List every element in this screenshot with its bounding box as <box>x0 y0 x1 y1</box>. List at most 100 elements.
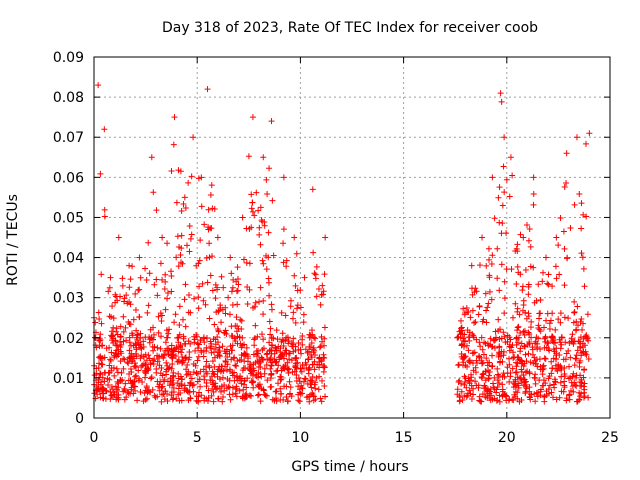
data-point <box>223 348 230 355</box>
data-point <box>212 295 219 302</box>
data-point <box>571 308 578 315</box>
data-point <box>207 191 214 198</box>
data-point <box>575 322 582 329</box>
data-point <box>500 329 507 336</box>
data-point <box>114 297 121 304</box>
data-point <box>321 271 328 278</box>
data-point <box>111 372 118 379</box>
data-point <box>557 214 564 221</box>
data-point <box>159 391 166 398</box>
data-point <box>117 344 124 351</box>
data-point <box>203 254 210 261</box>
y-tick-label: 0 <box>75 411 84 427</box>
data-point <box>576 359 583 366</box>
data-point <box>132 290 139 297</box>
data-point <box>551 384 558 391</box>
data-point <box>528 318 535 325</box>
data-point <box>260 311 267 318</box>
data-point <box>188 173 195 180</box>
data-point <box>185 370 192 377</box>
data-point <box>576 397 583 404</box>
data-point <box>243 259 250 266</box>
data-point <box>545 281 552 288</box>
data-point <box>140 343 147 350</box>
data-point <box>278 376 285 383</box>
data-point <box>509 172 516 179</box>
data-point <box>202 301 209 308</box>
data-point <box>534 363 541 370</box>
data-point <box>290 335 297 342</box>
data-point <box>142 265 149 272</box>
data-point <box>299 385 306 392</box>
data-point <box>491 344 498 351</box>
data-point <box>478 374 485 381</box>
data-point-peak <box>530 174 537 181</box>
data-point <box>484 394 491 401</box>
data-point <box>553 275 560 282</box>
data-point <box>120 338 127 345</box>
data-point <box>241 350 248 357</box>
data-point <box>155 313 162 320</box>
data-point <box>133 346 140 353</box>
data-point <box>513 359 520 366</box>
data-point <box>177 251 184 258</box>
data-point <box>541 324 548 331</box>
data-point <box>158 384 165 391</box>
data-point <box>496 392 503 399</box>
data-point <box>300 311 307 318</box>
data-point <box>147 375 154 382</box>
data-point <box>519 307 526 314</box>
data-point <box>126 299 133 306</box>
data-point <box>581 380 588 387</box>
data-point <box>155 329 162 336</box>
data-point <box>297 304 304 311</box>
data-point <box>498 230 505 237</box>
data-point <box>522 383 529 390</box>
data-point <box>458 342 465 349</box>
data-point <box>256 231 263 238</box>
x-tick-label: 25 <box>601 430 619 446</box>
data-point <box>180 335 187 342</box>
data-point <box>260 336 267 343</box>
data-point <box>303 394 310 401</box>
data-point <box>571 309 578 316</box>
data-point <box>145 302 152 309</box>
data-point <box>193 393 200 400</box>
data-point <box>201 397 208 404</box>
data-point <box>186 223 193 230</box>
data-point <box>128 358 135 365</box>
data-point <box>301 375 308 382</box>
data-point <box>498 261 505 268</box>
data-point <box>282 347 289 354</box>
data-point <box>169 396 176 403</box>
data-point <box>556 271 563 278</box>
data-point <box>578 316 585 323</box>
data-point <box>222 358 229 365</box>
data-point <box>163 371 170 378</box>
data-point <box>514 324 521 331</box>
data-point <box>173 345 180 352</box>
data-point <box>557 345 564 352</box>
data-point <box>99 361 106 368</box>
data-point-peak <box>239 214 246 221</box>
data-point <box>142 370 149 377</box>
data-point <box>162 278 169 285</box>
data-point <box>535 281 542 288</box>
data-point <box>164 397 171 404</box>
data-point <box>268 347 275 354</box>
data-point <box>287 390 294 397</box>
data-point <box>206 364 213 371</box>
data-point <box>168 168 175 175</box>
data-point <box>263 252 270 259</box>
data-point <box>513 334 520 341</box>
data-point <box>250 384 257 391</box>
data-point <box>479 346 486 353</box>
data-point <box>98 271 105 278</box>
data-point <box>169 360 176 367</box>
data-point <box>580 265 587 272</box>
data-point <box>252 322 259 329</box>
data-point <box>264 377 271 384</box>
data-point <box>181 296 188 303</box>
data-point <box>236 357 243 364</box>
data-point <box>151 281 158 288</box>
